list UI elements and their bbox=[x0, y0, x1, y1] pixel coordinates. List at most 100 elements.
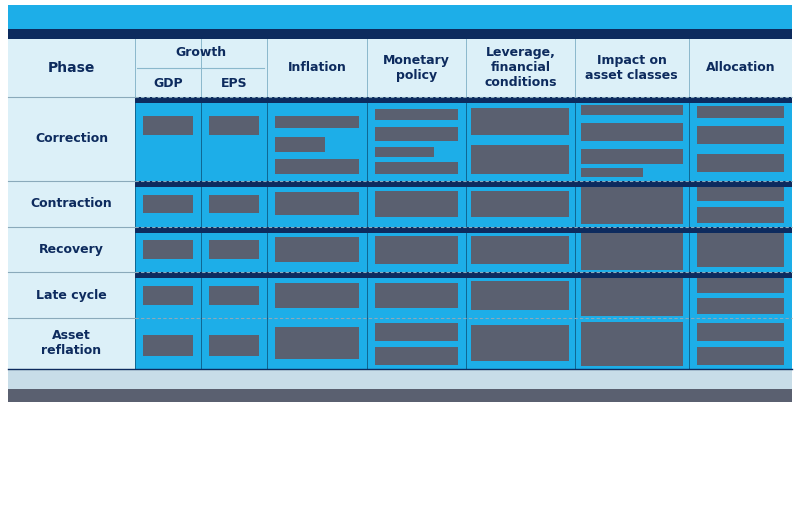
Bar bbox=[466, 181, 575, 227]
Text: Inflation: Inflation bbox=[287, 61, 346, 74]
Bar bbox=[689, 272, 792, 318]
Bar bbox=[697, 207, 784, 223]
Bar bbox=[8, 272, 135, 318]
Bar bbox=[375, 191, 458, 217]
Bar bbox=[689, 97, 792, 181]
Bar bbox=[375, 236, 458, 264]
Bar bbox=[697, 323, 784, 341]
Text: Phase: Phase bbox=[48, 61, 95, 75]
Bar bbox=[201, 227, 266, 272]
Bar bbox=[135, 97, 201, 181]
Bar bbox=[8, 97, 135, 181]
Bar bbox=[143, 116, 193, 135]
Bar bbox=[266, 181, 367, 227]
Bar bbox=[135, 97, 792, 103]
Bar bbox=[143, 335, 193, 356]
Bar bbox=[375, 147, 434, 157]
Bar bbox=[8, 39, 792, 97]
Bar bbox=[466, 227, 575, 272]
Bar bbox=[8, 227, 135, 272]
Bar bbox=[135, 272, 792, 278]
Bar bbox=[274, 116, 359, 128]
Bar bbox=[209, 286, 259, 305]
Bar bbox=[375, 109, 458, 120]
Bar bbox=[697, 185, 784, 202]
Bar bbox=[689, 181, 792, 227]
Text: Allocation: Allocation bbox=[706, 61, 775, 74]
Bar bbox=[209, 116, 259, 135]
Bar bbox=[471, 236, 570, 264]
Bar bbox=[367, 227, 466, 272]
Text: Contraction: Contraction bbox=[30, 197, 112, 210]
Bar bbox=[201, 318, 266, 369]
Bar bbox=[575, 272, 689, 318]
Bar bbox=[8, 5, 792, 29]
Bar bbox=[471, 108, 570, 135]
Bar bbox=[697, 125, 784, 144]
Text: EPS: EPS bbox=[221, 77, 247, 90]
Bar bbox=[135, 97, 792, 103]
Bar bbox=[201, 97, 266, 181]
Bar bbox=[274, 237, 359, 262]
Bar bbox=[274, 327, 359, 359]
Text: Impact on
asset classes: Impact on asset classes bbox=[586, 54, 678, 82]
Text: Growth: Growth bbox=[175, 46, 226, 58]
Bar bbox=[375, 347, 458, 365]
Bar bbox=[471, 281, 570, 310]
Bar bbox=[201, 272, 266, 318]
Bar bbox=[375, 283, 458, 308]
Bar bbox=[143, 286, 193, 305]
Bar bbox=[466, 272, 575, 318]
Bar bbox=[274, 137, 325, 151]
Bar bbox=[581, 106, 683, 115]
Text: Leverage,
financial
conditions: Leverage, financial conditions bbox=[484, 46, 557, 89]
Bar bbox=[466, 97, 575, 181]
Bar bbox=[266, 97, 367, 181]
Bar bbox=[697, 106, 784, 118]
Bar bbox=[8, 369, 792, 389]
Bar bbox=[581, 322, 683, 366]
Bar bbox=[266, 318, 367, 369]
Bar bbox=[581, 184, 683, 225]
Bar bbox=[135, 227, 792, 233]
Bar bbox=[697, 298, 784, 314]
Bar bbox=[581, 168, 643, 177]
Bar bbox=[581, 275, 683, 315]
Bar bbox=[697, 233, 784, 267]
Bar bbox=[274, 159, 359, 174]
Bar bbox=[697, 154, 784, 173]
Bar bbox=[697, 347, 784, 365]
Bar bbox=[266, 272, 367, 318]
Bar bbox=[274, 193, 359, 215]
Bar bbox=[135, 272, 201, 318]
Bar bbox=[209, 240, 259, 260]
Bar bbox=[375, 323, 458, 341]
Bar bbox=[8, 389, 792, 402]
Bar bbox=[471, 325, 570, 361]
Bar bbox=[367, 181, 466, 227]
Bar bbox=[471, 191, 570, 217]
Bar bbox=[466, 318, 575, 369]
Bar bbox=[689, 227, 792, 272]
Bar bbox=[8, 181, 135, 227]
Bar bbox=[689, 318, 792, 369]
Text: Recovery: Recovery bbox=[39, 243, 104, 256]
Bar bbox=[209, 196, 259, 213]
Text: Monetary
policy: Monetary policy bbox=[383, 54, 450, 82]
Bar bbox=[581, 230, 683, 270]
Bar bbox=[375, 127, 458, 141]
Bar bbox=[575, 227, 689, 272]
Bar bbox=[266, 227, 367, 272]
Bar bbox=[274, 283, 359, 308]
Bar bbox=[575, 97, 689, 181]
Text: Asset
reflation: Asset reflation bbox=[42, 329, 102, 358]
Bar bbox=[135, 227, 201, 272]
Bar bbox=[135, 318, 201, 369]
Bar bbox=[367, 318, 466, 369]
Bar bbox=[143, 196, 193, 213]
Bar bbox=[575, 318, 689, 369]
Text: Late cycle: Late cycle bbox=[36, 289, 107, 302]
Bar bbox=[367, 97, 466, 181]
Bar bbox=[209, 335, 259, 356]
Bar bbox=[697, 277, 784, 293]
